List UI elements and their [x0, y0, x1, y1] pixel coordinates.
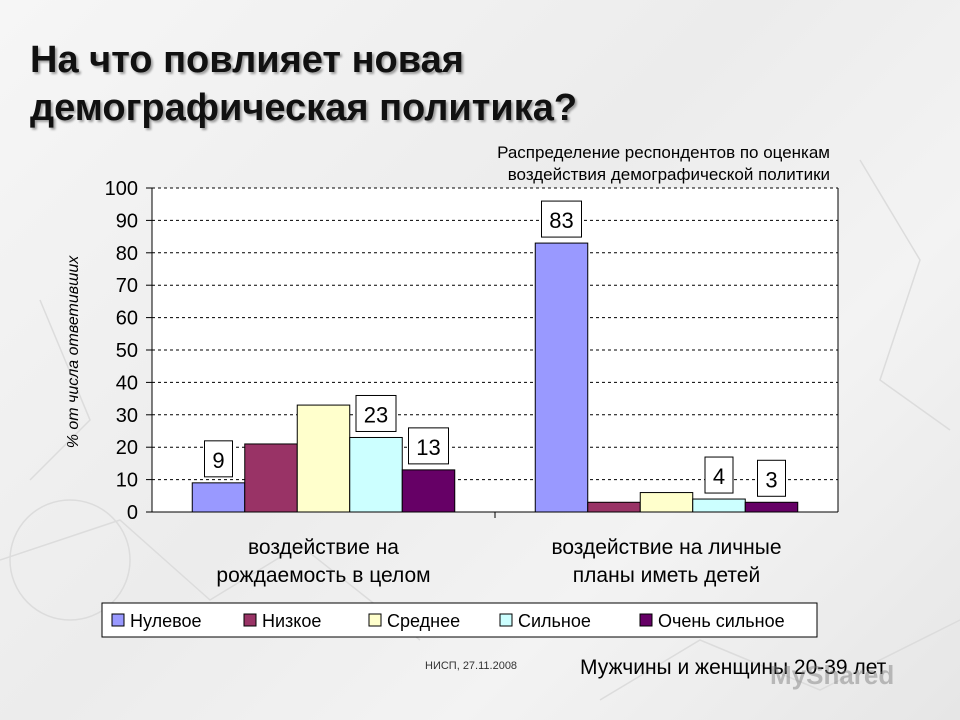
data-label: 13: [416, 435, 440, 460]
legend-label-3: Среднее: [387, 611, 460, 631]
data-label: 83: [549, 208, 573, 233]
data-label: 4: [713, 464, 725, 489]
data-label: 3: [765, 467, 777, 492]
legend-swatch-2: [243, 613, 257, 627]
watermark-text: MyShared: [770, 660, 895, 690]
legend-swatch-5: [639, 613, 653, 627]
bar-2-category-1: [244, 443, 298, 513]
bar-4-category-2: [692, 498, 746, 513]
legend-label-2: Низкое: [262, 611, 321, 631]
y-tick-label: 50: [116, 340, 138, 362]
y-axis-label: % от числа ответивших: [65, 255, 82, 449]
data-label-box: [204, 440, 233, 478]
legend-label-4: Сильное: [518, 611, 591, 631]
chart-title-line-1: Распределение респондентов по оценкам: [497, 143, 830, 162]
data-label: 9: [212, 448, 224, 473]
y-tick-label: 70: [116, 275, 138, 297]
slide-title: На что повлияет новая демографическая по…: [30, 36, 730, 132]
x-category-label: воздействие на: [248, 536, 399, 559]
legend-swatch-4: [499, 613, 513, 627]
bar-5-category-2: [744, 501, 799, 513]
data-label-box: [757, 459, 786, 497]
data-label-box: [408, 427, 449, 465]
data-label-box: [704, 456, 734, 494]
slide-title-line-1: На что повлияет новая: [30, 39, 464, 81]
bar-1-category-2: [534, 242, 589, 513]
legend-label-1: Нулевое: [130, 611, 202, 631]
slide-title-line-2: демографическая политика?: [30, 87, 578, 129]
chart-title-line-2: воздействия демографической политики: [508, 165, 830, 184]
y-tick-label: 100: [105, 178, 138, 200]
bar-3-category-2: [639, 492, 694, 513]
y-tick-label: 30: [116, 405, 138, 427]
x-category-label: планы иметь детей: [573, 564, 760, 587]
legend-swatch-1: [111, 613, 125, 627]
y-tick-label: 80: [116, 243, 138, 265]
x-category-label: воздействие на личные: [551, 536, 781, 559]
legend-swatch-3: [368, 613, 382, 627]
bar-3-category-1: [296, 404, 351, 513]
data-label-box: [541, 200, 582, 238]
y-tick-label: 10: [116, 470, 138, 492]
source-note: НИСП, 27.11.2008: [425, 660, 518, 672]
bar-1-category-1: [191, 482, 246, 513]
legend-label-5: Очень сильное: [658, 611, 785, 631]
data-label-box: [355, 394, 397, 432]
y-tick-label: 20: [116, 437, 138, 459]
y-tick-label: 90: [116, 210, 138, 232]
y-tick-label: 0: [127, 502, 138, 524]
data-label: 23: [364, 402, 388, 427]
y-tick-label: 40: [116, 372, 138, 394]
bar-5-category-1: [401, 469, 456, 513]
respondents-caption: Мужчины и женщины 20-39 лет: [580, 656, 887, 679]
legend-box: [101, 602, 818, 638]
y-tick-label: 60: [116, 308, 138, 330]
bar-4-category-1: [349, 436, 403, 513]
x-category-label: рождаемость в целом: [216, 564, 430, 587]
bar-2-category-2: [587, 501, 641, 513]
